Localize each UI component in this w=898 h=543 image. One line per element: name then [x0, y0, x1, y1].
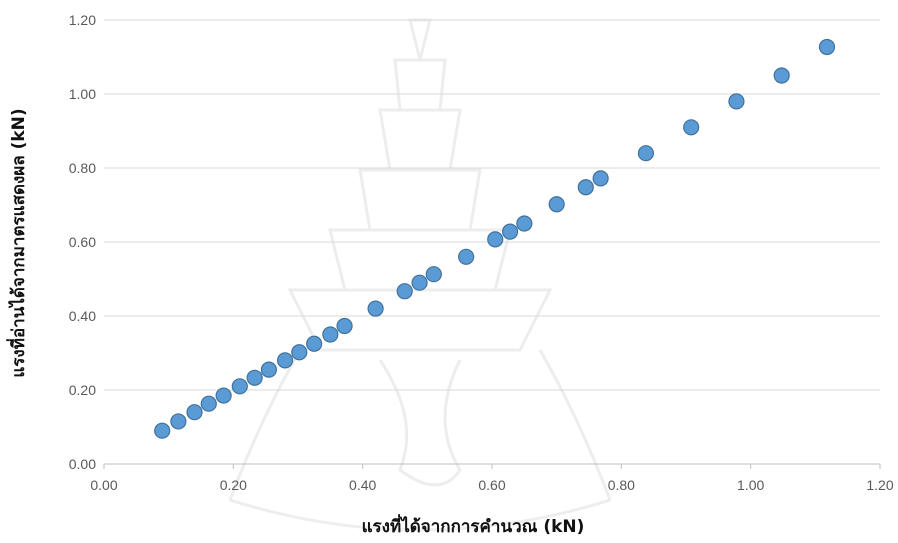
data-point — [592, 170, 609, 187]
y-axis-title: แรงที่อ่านได้จากมาตรแสดงผล (kN) — [6, 108, 29, 377]
x-tick-label: 1.00 — [737, 477, 764, 493]
data-point — [322, 326, 339, 343]
x-tick-label: 0.40 — [349, 477, 376, 493]
data-point — [458, 248, 475, 265]
data-point — [773, 67, 790, 84]
data-point — [260, 361, 277, 378]
watermark-emblem — [228, 18, 612, 532]
data-point — [246, 369, 263, 386]
data-point — [154, 422, 171, 439]
y-tick-label: 0.00 — [69, 456, 96, 472]
gridlines — [104, 19, 880, 391]
y-tick-labels: 0.00 0.20 0.40 0.60 0.80 1.00 1.20 — [69, 12, 96, 472]
data-point — [683, 119, 700, 136]
data-point — [396, 283, 413, 300]
axes — [103, 463, 881, 469]
data-point — [200, 395, 217, 412]
data-point — [728, 93, 745, 110]
y-tick-label: 0.80 — [69, 160, 96, 176]
y-tick-label: 0.40 — [69, 308, 96, 324]
data-point — [577, 179, 594, 196]
data-point — [276, 352, 294, 369]
data-point — [411, 274, 428, 291]
data-point — [170, 413, 187, 430]
data-point — [306, 335, 323, 352]
x-tick-label: 0.00 — [90, 477, 117, 493]
x-tick-label: 0.20 — [220, 477, 247, 493]
data-point — [367, 300, 384, 317]
y-tick-label: 1.00 — [69, 86, 96, 102]
data-point — [637, 145, 655, 162]
y-tick-label: 0.20 — [69, 382, 96, 398]
y-tick-label: 0.60 — [69, 234, 96, 250]
data-point — [186, 404, 203, 421]
x-tick-labels: 0.00 0.20 0.40 0.60 0.80 1.00 1.20 — [90, 477, 893, 493]
data-point — [487, 231, 504, 248]
x-tick-label: 0.60 — [478, 477, 505, 493]
data-point — [548, 196, 565, 213]
data-point — [231, 378, 248, 395]
x-tick-label: 1.20 — [866, 477, 893, 493]
data-point — [516, 215, 533, 232]
data-point — [425, 266, 442, 283]
data-point — [818, 38, 836, 56]
x-tick-label: 0.80 — [608, 477, 635, 493]
x-axis-title: แรงที่ได้จากการคำนวณ (kN) — [362, 514, 585, 537]
data-points — [154, 38, 836, 439]
data-point — [502, 223, 519, 240]
data-point — [291, 344, 308, 361]
data-point — [215, 387, 232, 404]
y-tick-label: 1.20 — [69, 12, 96, 28]
data-point — [336, 317, 353, 335]
